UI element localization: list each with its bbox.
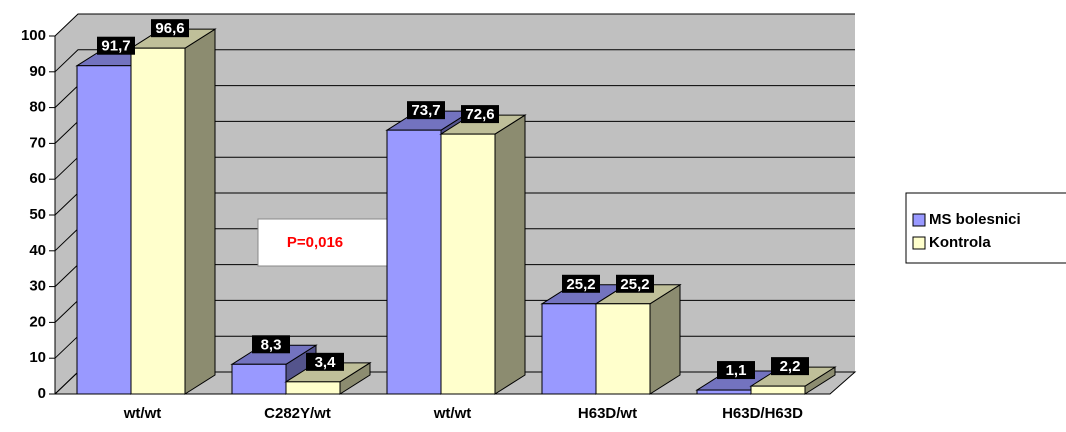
bar bbox=[595, 303, 651, 395]
bar bbox=[76, 65, 132, 395]
bar bbox=[750, 385, 806, 395]
y-tick-label: 60 bbox=[29, 170, 46, 187]
data-label-bg bbox=[771, 357, 809, 376]
data-label: 25,2 bbox=[566, 276, 595, 293]
y-tick-label: 0 bbox=[38, 385, 46, 402]
legend bbox=[905, 192, 1066, 264]
grid-line bbox=[54, 13, 855, 37]
y-tick-label: 100 bbox=[21, 27, 46, 44]
legend-label: MS bolesnici bbox=[929, 211, 1021, 228]
bar bbox=[440, 133, 496, 395]
legend-swatch bbox=[912, 236, 926, 250]
legend-label: Kontrola bbox=[929, 234, 991, 251]
data-label-bg bbox=[461, 105, 499, 124]
x-tick-label: H63D/wt bbox=[578, 405, 637, 422]
y-tick-label: 70 bbox=[29, 134, 46, 151]
data-label-bg bbox=[151, 19, 189, 38]
data-label: 1,1 bbox=[726, 362, 747, 379]
data-label-bg bbox=[252, 335, 290, 354]
y-tick-label: 80 bbox=[29, 99, 46, 116]
data-label-bg bbox=[306, 352, 344, 371]
data-label: 91,7 bbox=[101, 38, 130, 55]
x-tick-label: wt/wt bbox=[433, 405, 472, 422]
y-tick-label: 50 bbox=[29, 206, 46, 223]
data-label: 96,6 bbox=[155, 20, 184, 37]
bar bbox=[285, 381, 341, 395]
data-label: 73,7 bbox=[411, 102, 440, 119]
data-label: 25,2 bbox=[620, 276, 649, 293]
bar bbox=[231, 363, 287, 395]
y-tick-label: 10 bbox=[29, 349, 46, 366]
data-label: 2,2 bbox=[780, 358, 801, 375]
x-tick-label: wt/wt bbox=[123, 405, 162, 422]
bar bbox=[130, 47, 186, 395]
data-label-bg bbox=[717, 361, 755, 380]
data-label: 8,3 bbox=[261, 336, 282, 353]
annotation-box bbox=[257, 218, 398, 267]
bar-side bbox=[184, 28, 216, 395]
bar bbox=[696, 389, 752, 395]
y-tick-label: 20 bbox=[29, 313, 46, 330]
legend-swatch bbox=[912, 213, 926, 227]
y-tick-label: 90 bbox=[29, 63, 46, 80]
data-label: 3,4 bbox=[315, 354, 337, 371]
bar bbox=[541, 303, 597, 395]
data-label-bg bbox=[97, 36, 135, 55]
grid-line bbox=[54, 49, 855, 73]
data-label-bg bbox=[562, 274, 600, 293]
data-label: 72,6 bbox=[465, 106, 494, 123]
data-label-bg bbox=[407, 101, 445, 120]
x-tick-label: H63D/H63D bbox=[722, 405, 803, 422]
x-tick-label: C282Y/wt bbox=[264, 405, 331, 422]
data-label-bg bbox=[616, 274, 654, 293]
y-tick-label: 40 bbox=[29, 242, 46, 259]
bar bbox=[386, 129, 442, 395]
bar-side bbox=[494, 114, 526, 395]
y-tick-label: 30 bbox=[29, 278, 46, 295]
annotation: P=0,016 bbox=[287, 234, 343, 251]
